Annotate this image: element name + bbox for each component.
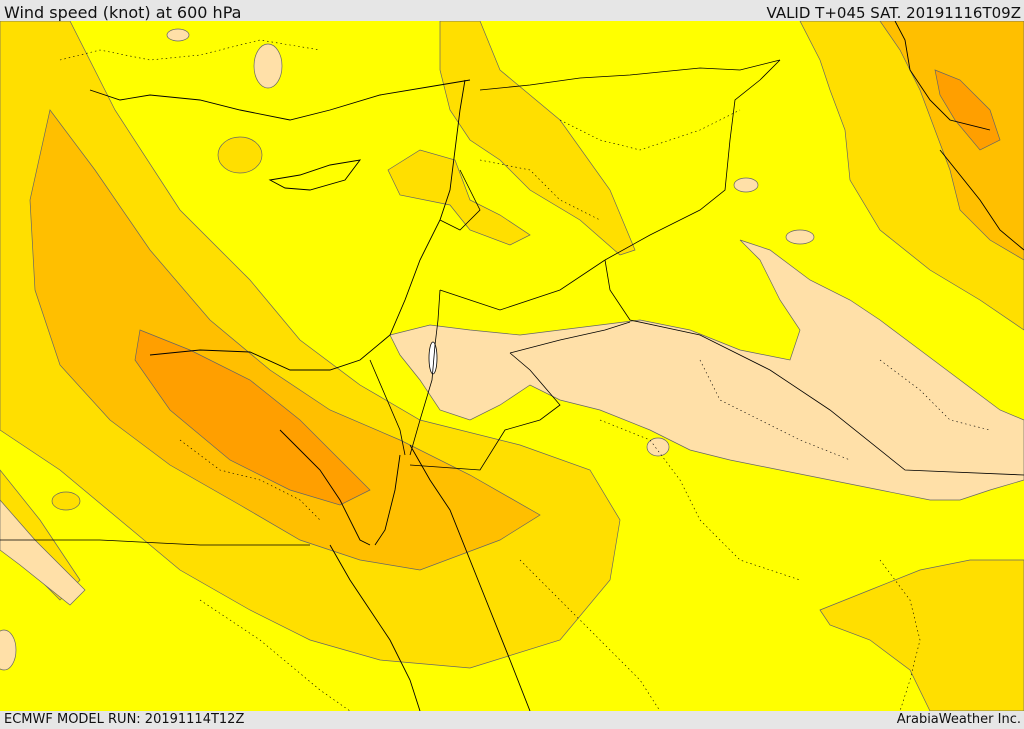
- border-saudi-jordan-south: [409, 352, 561, 471]
- province-border-4: [179, 439, 321, 521]
- coastline-red-sea-east: [409, 444, 531, 711]
- contour-moderate-blob-1: [51, 491, 81, 511]
- lake-dead-sea: [428, 341, 438, 375]
- province-border-8: [479, 159, 601, 221]
- map-title: Wind speed (knot) at 600 hPa: [4, 3, 242, 22]
- border-egypt-sudan: [0, 539, 310, 546]
- coastline-gulf-suez: [279, 429, 371, 546]
- province-border-7: [59, 39, 321, 61]
- contour-very-high-east: [934, 69, 1001, 151]
- province-border-6: [879, 559, 921, 711]
- border-jordan-israel: [409, 289, 441, 456]
- contour-moderate-levant: [387, 149, 531, 246]
- coastline-gulf-aqaba: [374, 454, 401, 546]
- border-lebanon-syria: [439, 169, 481, 231]
- credit: ArabiaWeather Inc.: [896, 712, 1021, 727]
- contour-lowest-blob-1: [253, 43, 283, 89]
- coastline-persian-gulf: [939, 149, 1024, 251]
- coastline-red-sea-west: [329, 544, 421, 711]
- coastline-turkey-south: [89, 79, 471, 121]
- border-syria-turkey: [479, 59, 781, 91]
- coastline-cyprus: [268, 159, 362, 191]
- contour-lowest-blob-5: [646, 437, 670, 457]
- province-border-9: [879, 359, 991, 431]
- contour-lowest-blob-2: [166, 28, 190, 42]
- contour-moderate-north: [439, 21, 636, 256]
- contour-high-band: [29, 109, 541, 571]
- contour-moderate-blob-2: [217, 136, 263, 174]
- border-jordan-iraq-saudi: [604, 259, 1024, 476]
- border-egypt-israel: [369, 359, 406, 456]
- province-borders: [59, 39, 991, 711]
- contour-lowest-arabia: [389, 239, 1024, 501]
- province-border-5: [519, 559, 661, 711]
- border-syria-jordan: [439, 259, 606, 311]
- contour-moderate-southeast: [819, 559, 1024, 711]
- coastlines: [89, 21, 1024, 711]
- border-jordan-saudi: [509, 321, 631, 354]
- coastline-mediterranean: [149, 79, 466, 371]
- wind-speed-field: [0, 21, 1024, 711]
- country-borders: [0, 59, 1024, 546]
- province-border-3: [599, 419, 801, 581]
- weather-map: [0, 21, 1024, 711]
- header-bar: Wind speed (knot) at 600 hPa VALID T+045…: [0, 0, 1024, 22]
- province-border-10: [199, 599, 351, 711]
- coastline-caspian: [894, 21, 991, 131]
- contour-lowest-blob-3: [733, 177, 759, 193]
- contour-lowest-blob-6: [0, 629, 17, 671]
- contour-lowest-blob-4: [785, 229, 815, 245]
- border-syria-iraq: [604, 59, 781, 261]
- model-run: ECMWF MODEL RUN: 20191114T12Z: [4, 712, 245, 727]
- valid-time: VALID T+045 SAT. 20191116T09Z: [766, 4, 1021, 22]
- footer-bar: ECMWF MODEL RUN: 20191114T12Z ArabiaWeat…: [0, 711, 1024, 729]
- province-border-1: [559, 109, 741, 151]
